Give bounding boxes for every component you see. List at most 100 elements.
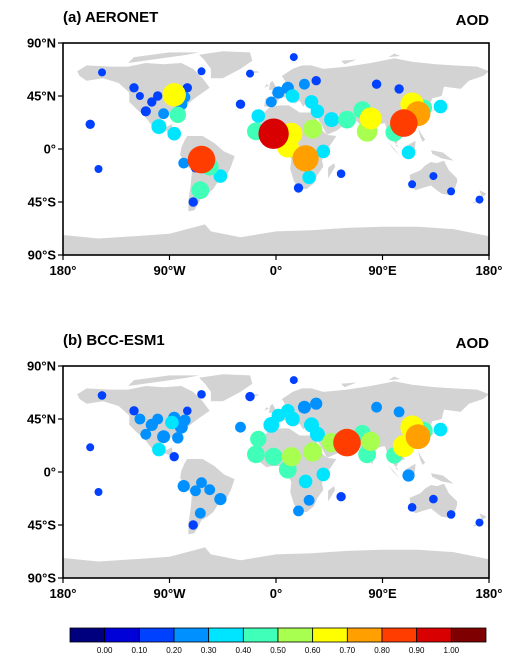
panel-a-station-marker	[429, 172, 438, 181]
panel-a-landmass	[431, 150, 454, 161]
panel-a-station-marker	[147, 97, 157, 107]
panel-b-landmass	[264, 407, 269, 411]
panel-a-landmass	[77, 63, 210, 140]
panel-a-station-marker	[187, 145, 216, 174]
panel-b-station-marker	[298, 474, 313, 489]
panel-b-station-marker	[433, 422, 448, 437]
panel-b-station-marker	[297, 400, 311, 414]
panel-a-station-marker	[140, 106, 151, 117]
panel-a-station-marker	[324, 112, 340, 128]
panel-a-station-marker	[158, 108, 170, 120]
panel-a-lon-label: 0°	[270, 263, 282, 278]
colorbar-label: 0.60	[305, 646, 321, 655]
panel-b-station-marker	[405, 424, 431, 450]
panel-b-stations	[86, 376, 484, 530]
colorbar-label: 0.20	[166, 646, 182, 655]
panel-a-station-marker	[272, 86, 285, 99]
colorbar-swatch	[277, 627, 314, 643]
colorbar-swatch	[450, 627, 487, 643]
panel-b-lon-label: 90°E	[368, 586, 397, 601]
panel-a-lon-label: 180°	[50, 263, 77, 278]
panel-b-lat-label: 90°S	[28, 571, 57, 586]
panel-b-lat-label: 45°N	[27, 412, 56, 427]
panel-b-landmass	[472, 513, 487, 527]
colorbar-swatch	[312, 627, 348, 643]
panel-a-landmass	[472, 190, 487, 204]
panel-b-landmass	[63, 547, 489, 578]
panel-a-station-marker	[311, 76, 321, 86]
panel-b-lat-label: 90°N	[27, 359, 56, 374]
panel-b-landmass	[77, 386, 210, 463]
panel-b-station-marker	[165, 415, 179, 430]
panel-b-station-marker	[188, 520, 198, 530]
panel-b-landmass	[418, 450, 426, 465]
panel-a-station-marker	[336, 169, 346, 178]
panel-b-station-marker	[172, 432, 184, 444]
panel-a-lat-label: 90°S	[28, 248, 57, 263]
panel-b-lon-label: 90°W	[154, 586, 187, 601]
panel-a-lon-label: 90°E	[368, 263, 397, 278]
panel-a-station-marker	[303, 119, 323, 139]
colorbar: 0.00 0.10 0.20 0.30 0.40 0.50 0.60 0.70 0.80 0.90…	[69, 627, 487, 655]
panel-b-station-marker	[333, 428, 361, 457]
panel-b-station-marker	[309, 426, 325, 442]
panel-a-station-marker	[213, 169, 228, 183]
panel-a-lat-label: 90°N	[27, 36, 56, 51]
panel-b-station-marker	[303, 494, 315, 506]
panel-a-station-marker	[338, 110, 356, 129]
panel-a-station-marker	[162, 83, 186, 107]
colorbar-label: 0.90	[409, 646, 425, 655]
panel-b-station-marker	[97, 391, 107, 400]
panel-b-station-marker	[183, 406, 192, 416]
panel-b-station-marker	[235, 421, 246, 433]
panel-b-station-marker	[446, 510, 456, 519]
panel-b-station-marker	[393, 406, 405, 418]
panel-a-station-marker	[85, 119, 95, 129]
panel-a-lat-label: 45°S	[28, 195, 57, 210]
colorbar-label: 0.40	[236, 646, 252, 655]
panel-b-landmass	[431, 473, 454, 484]
panel-b-station-marker	[281, 447, 301, 467]
panel-a-landmass	[341, 59, 357, 65]
panel-b-lat-label: 0°	[44, 465, 56, 480]
panel-b-lon-label: 180°	[50, 586, 77, 601]
colorbar-swatch	[242, 627, 279, 643]
panel-b-station-marker	[190, 485, 201, 497]
panel-b-station-marker	[177, 480, 190, 493]
panel-b-station-marker	[293, 505, 304, 517]
panel-a-station-marker	[98, 68, 106, 77]
panel-a-station-marker	[285, 89, 300, 103]
panel-b-station-marker	[247, 445, 265, 464]
colorbar-swatch	[138, 627, 175, 643]
panel-a-station-marker	[167, 126, 181, 141]
panel-b-station-marker	[264, 447, 283, 466]
panel-b-station-marker	[303, 442, 323, 462]
panel-b-lat-label: 45°S	[28, 518, 57, 533]
panel-b-station-marker	[145, 418, 158, 431]
panel-a-landmass	[328, 163, 336, 179]
panel-b-station-marker	[407, 503, 417, 512]
panel-a-station-marker	[251, 109, 266, 123]
panel-a-station-marker	[235, 99, 246, 109]
panel-a-variable: AOD	[456, 12, 490, 29]
panel-a-landmass	[181, 121, 189, 126]
colorbar-label: 0.50	[270, 646, 286, 655]
panel-b-lon-label: 180°	[476, 586, 503, 601]
panel-b-station-marker	[245, 391, 255, 402]
panel-a-station-marker	[153, 91, 163, 101]
panel-b-landmass	[341, 382, 357, 388]
panel-a-lat-label: 45°N	[27, 89, 56, 104]
panel-a-landmass	[388, 141, 401, 157]
panel-b-station-marker	[169, 452, 179, 462]
colorbar-swatch	[381, 627, 418, 643]
panel-a-station-marker	[94, 165, 103, 173]
panel-b-station-marker	[214, 493, 227, 506]
panel-a-station-marker	[293, 183, 304, 193]
panel-b-landmass	[181, 444, 189, 449]
colorbar-swatch	[69, 627, 106, 643]
panel-b-landmass	[180, 459, 235, 535]
panel-b-lon-label: 0°	[270, 586, 282, 601]
